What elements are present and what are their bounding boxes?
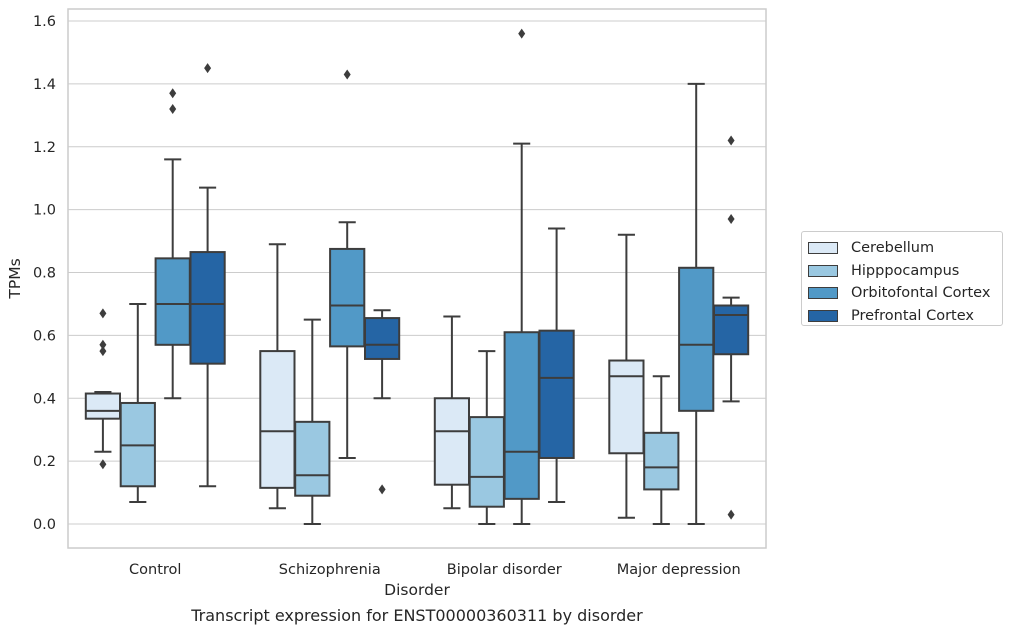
box-orbitofontal-cortex-control xyxy=(154,88,191,400)
outlier-point xyxy=(99,308,107,319)
outlier-point xyxy=(378,484,386,495)
y-axis-label: TPMs xyxy=(6,258,24,299)
legend-swatch-prefrontal-cortex xyxy=(808,309,838,322)
box-cerebellum-bipolar-disorder xyxy=(433,315,471,510)
legend-label-orbitofrontal-cortex: Orbitofontal Cortex xyxy=(851,285,991,302)
legend-label-cerebellum: Cerebellum xyxy=(851,240,935,257)
box-body xyxy=(84,392,122,420)
chart-caption: Transcript expression for ENST0000036031… xyxy=(191,606,643,625)
outlier-point xyxy=(169,104,177,115)
box-body xyxy=(154,257,191,346)
legend-label-prefrontal-cortex: Prefrontal Cortex xyxy=(851,307,974,324)
outlier-point xyxy=(727,214,735,225)
box-orbitofontal-cortex-bipolar-disorder xyxy=(503,28,540,525)
box-body xyxy=(712,304,750,356)
legend-label-hippocampus: Hipppocampus xyxy=(851,262,960,279)
outlier-point xyxy=(99,346,107,357)
box-body xyxy=(468,416,505,508)
legend-item-hippocampus: Hipppocampus xyxy=(808,260,1002,283)
y-tick-label: 1.6 xyxy=(33,14,56,30)
y-tick-label: 0.8 xyxy=(33,266,56,282)
box-orbitofontal-cortex-schizophrenia xyxy=(329,69,366,459)
x-tick-label: Control xyxy=(129,562,181,578)
outlier-point xyxy=(343,69,351,80)
box-cerebellum-major-depression xyxy=(608,233,645,519)
box-prefrontal-cortex-schizophrenia xyxy=(363,309,401,495)
box-body xyxy=(608,359,645,455)
outlier-point xyxy=(727,135,735,146)
outlier-point xyxy=(727,509,735,520)
legend-swatch-cerebellum xyxy=(808,242,838,255)
outlier-point xyxy=(99,339,107,350)
box-prefrontal-cortex-major-depression xyxy=(712,135,750,520)
box-body xyxy=(189,251,226,365)
outlier-point xyxy=(518,28,526,39)
box-hipppocampus-major-depression xyxy=(643,375,680,525)
plot-frame xyxy=(67,8,767,549)
plot-border xyxy=(67,8,767,549)
box-body xyxy=(294,420,331,497)
box-layer xyxy=(84,28,750,525)
box-prefrontal-cortex-bipolar-disorder xyxy=(538,227,575,503)
box-body xyxy=(643,431,680,491)
outlier-point xyxy=(204,63,212,74)
y-tick-label: 1.2 xyxy=(33,140,56,156)
outlier-point xyxy=(169,88,177,99)
x-axis-label: Disorder xyxy=(384,581,450,599)
box-body xyxy=(329,247,366,348)
box-prefrontal-cortex-control xyxy=(189,63,226,488)
box-body xyxy=(538,329,575,459)
box-body xyxy=(363,317,401,360)
box-body xyxy=(433,397,471,486)
x-tick-label: Schizophrenia xyxy=(279,562,381,578)
x-tick-label: Major depression xyxy=(617,562,741,578)
y-tick-label: 0.4 xyxy=(33,391,56,407)
box-orbitofontal-cortex-major-depression xyxy=(678,82,715,525)
box-body xyxy=(503,331,540,500)
axes: 0.0 0.2 0.4 0.6 0.8 1.0 1.2 1.4 1.6 Control Schizo… xyxy=(6,14,741,599)
box-hipppocampus-control xyxy=(119,302,156,503)
y-tick-label: 0.0 xyxy=(33,517,56,533)
outlier-point xyxy=(99,459,107,470)
y-tick-label: 1.0 xyxy=(33,203,56,219)
box-body xyxy=(259,350,296,489)
y-tick-label: 0.2 xyxy=(33,454,56,470)
box-cerebellum-control xyxy=(84,308,122,470)
y-tick-label: 0.6 xyxy=(33,328,56,344)
legend-swatch-hippocampus xyxy=(808,264,838,277)
x-tick-label: Bipolar disorder xyxy=(447,562,562,578)
legend-item-prefrontal-cortex: Prefrontal Cortex xyxy=(808,305,1002,328)
box-cerebellum-schizophrenia xyxy=(259,243,296,510)
legend-item-orbitofrontal-cortex: Orbitofontal Cortex xyxy=(808,282,1002,305)
box-hipppocampus-schizophrenia xyxy=(294,318,331,525)
legend-swatch-orbitofrontal-cortex xyxy=(808,287,838,300)
legend: Cerebellum Hipppocampus Orbitofontal Cor… xyxy=(801,231,1003,326)
legend-item-cerebellum: Cerebellum xyxy=(808,237,1002,260)
box-hipppocampus-bipolar-disorder xyxy=(468,350,505,525)
box-body xyxy=(678,266,715,412)
y-tick-label: 1.4 xyxy=(33,77,56,93)
